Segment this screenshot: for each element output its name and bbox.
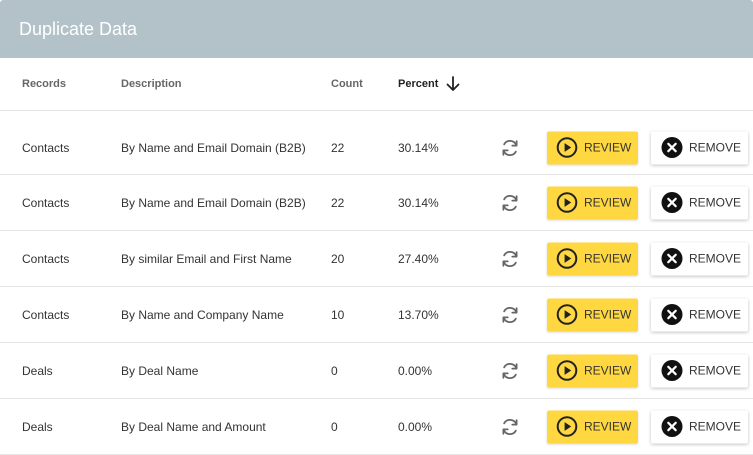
refresh-icon[interactable] (499, 248, 521, 270)
remove-button[interactable]: REMOVE (651, 354, 748, 387)
remove-button-label: REMOVE (689, 307, 742, 322)
review-button-label: REVIEW (584, 419, 632, 434)
close-circle-icon (661, 304, 683, 326)
table-row: Deals By Deal Name 0 0.00% REVIEW REMOVE (0, 343, 753, 399)
row-percent: 30.14% (398, 140, 439, 155)
close-circle-icon (661, 192, 683, 214)
table-row: Contacts By Name and Company Name 10 13.… (0, 287, 753, 343)
review-button[interactable]: REVIEW (547, 131, 638, 165)
review-button[interactable]: REVIEW (547, 298, 638, 331)
row-count: 10 (331, 307, 345, 322)
page-title: Duplicate Data (19, 18, 138, 39)
column-header-description[interactable]: Description (121, 78, 182, 90)
column-header-count[interactable]: Count (331, 78, 363, 90)
row-percent: 0.00% (398, 419, 433, 434)
column-header-records[interactable]: Records (22, 78, 67, 90)
row-count: 22 (331, 140, 345, 155)
remove-button[interactable]: REMOVE (651, 298, 748, 331)
remove-button[interactable]: REMOVE (651, 186, 748, 219)
review-button[interactable]: REVIEW (547, 354, 638, 387)
play-circle-icon (556, 416, 578, 438)
record-type: Contacts (22, 140, 70, 155)
review-button-label: REVIEW (584, 251, 632, 266)
refresh-icon[interactable] (499, 192, 521, 214)
review-button-label: REVIEW (584, 195, 632, 210)
table-header: Records Description Count Percent (0, 58, 753, 111)
close-circle-icon (661, 248, 683, 270)
row-description: By similar Email and First Name (121, 251, 292, 266)
remove-button-label: REMOVE (689, 251, 742, 266)
refresh-icon[interactable] (499, 137, 521, 159)
refresh-icon[interactable] (499, 304, 521, 326)
table-row: Contacts By Name and Email Domain (B2B) … (0, 175, 753, 231)
table-row: Contacts By Name and Email Domain (B2B) … (0, 111, 753, 175)
row-description: By Name and Email Domain (B2B) (121, 195, 306, 210)
remove-button[interactable]: REMOVE (651, 242, 748, 275)
remove-button-label: REMOVE (689, 419, 742, 434)
play-circle-icon (556, 137, 578, 159)
table-row: Deals By Deal Name and Amount 0 0.00% RE… (0, 399, 753, 455)
refresh-icon[interactable] (499, 360, 521, 382)
remove-button-label: REMOVE (689, 140, 742, 155)
review-button[interactable]: REVIEW (547, 186, 638, 219)
record-type: Contacts (22, 195, 70, 210)
row-description: By Name and Company Name (121, 307, 284, 322)
row-count: 0 (331, 419, 338, 434)
play-circle-icon (556, 304, 578, 326)
arrow-down-icon[interactable] (446, 76, 460, 92)
row-description: By Deal Name and Amount (121, 419, 266, 434)
close-circle-icon (661, 137, 683, 159)
close-circle-icon (661, 416, 683, 438)
column-header-percent[interactable]: Percent (398, 76, 460, 92)
row-description: By Deal Name (121, 363, 199, 378)
refresh-icon[interactable] (499, 416, 521, 438)
play-circle-icon (556, 192, 578, 214)
remove-button-label: REMOVE (689, 363, 742, 378)
review-button[interactable]: REVIEW (547, 410, 638, 443)
table-body: Contacts By Name and Email Domain (B2B) … (0, 111, 753, 455)
record-type: Contacts (22, 307, 70, 322)
record-type: Deals (22, 419, 53, 434)
record-type: Deals (22, 363, 53, 378)
column-header-percent-label: Percent (398, 78, 439, 90)
row-percent: 13.70% (398, 307, 439, 322)
row-count: 0 (331, 363, 338, 378)
row-percent: 0.00% (398, 363, 433, 378)
review-button-label: REVIEW (584, 140, 632, 155)
review-button-label: REVIEW (584, 363, 632, 378)
review-button[interactable]: REVIEW (547, 242, 638, 275)
row-description: By Name and Email Domain (B2B) (121, 140, 306, 155)
review-button-label: REVIEW (584, 307, 632, 322)
row-count: 20 (331, 251, 345, 266)
play-circle-icon (556, 248, 578, 270)
record-type: Contacts (22, 251, 70, 266)
row-percent: 30.14% (398, 195, 439, 210)
close-circle-icon (661, 360, 683, 382)
row-percent: 27.40% (398, 251, 439, 266)
table-row: Contacts By similar Email and First Name… (0, 231, 753, 287)
row-count: 22 (331, 195, 345, 210)
play-circle-icon (556, 360, 578, 382)
panel-header: Duplicate Data (0, 0, 753, 58)
remove-button[interactable]: REMOVE (651, 131, 748, 165)
remove-button-label: REMOVE (689, 195, 742, 210)
remove-button[interactable]: REMOVE (651, 410, 748, 443)
